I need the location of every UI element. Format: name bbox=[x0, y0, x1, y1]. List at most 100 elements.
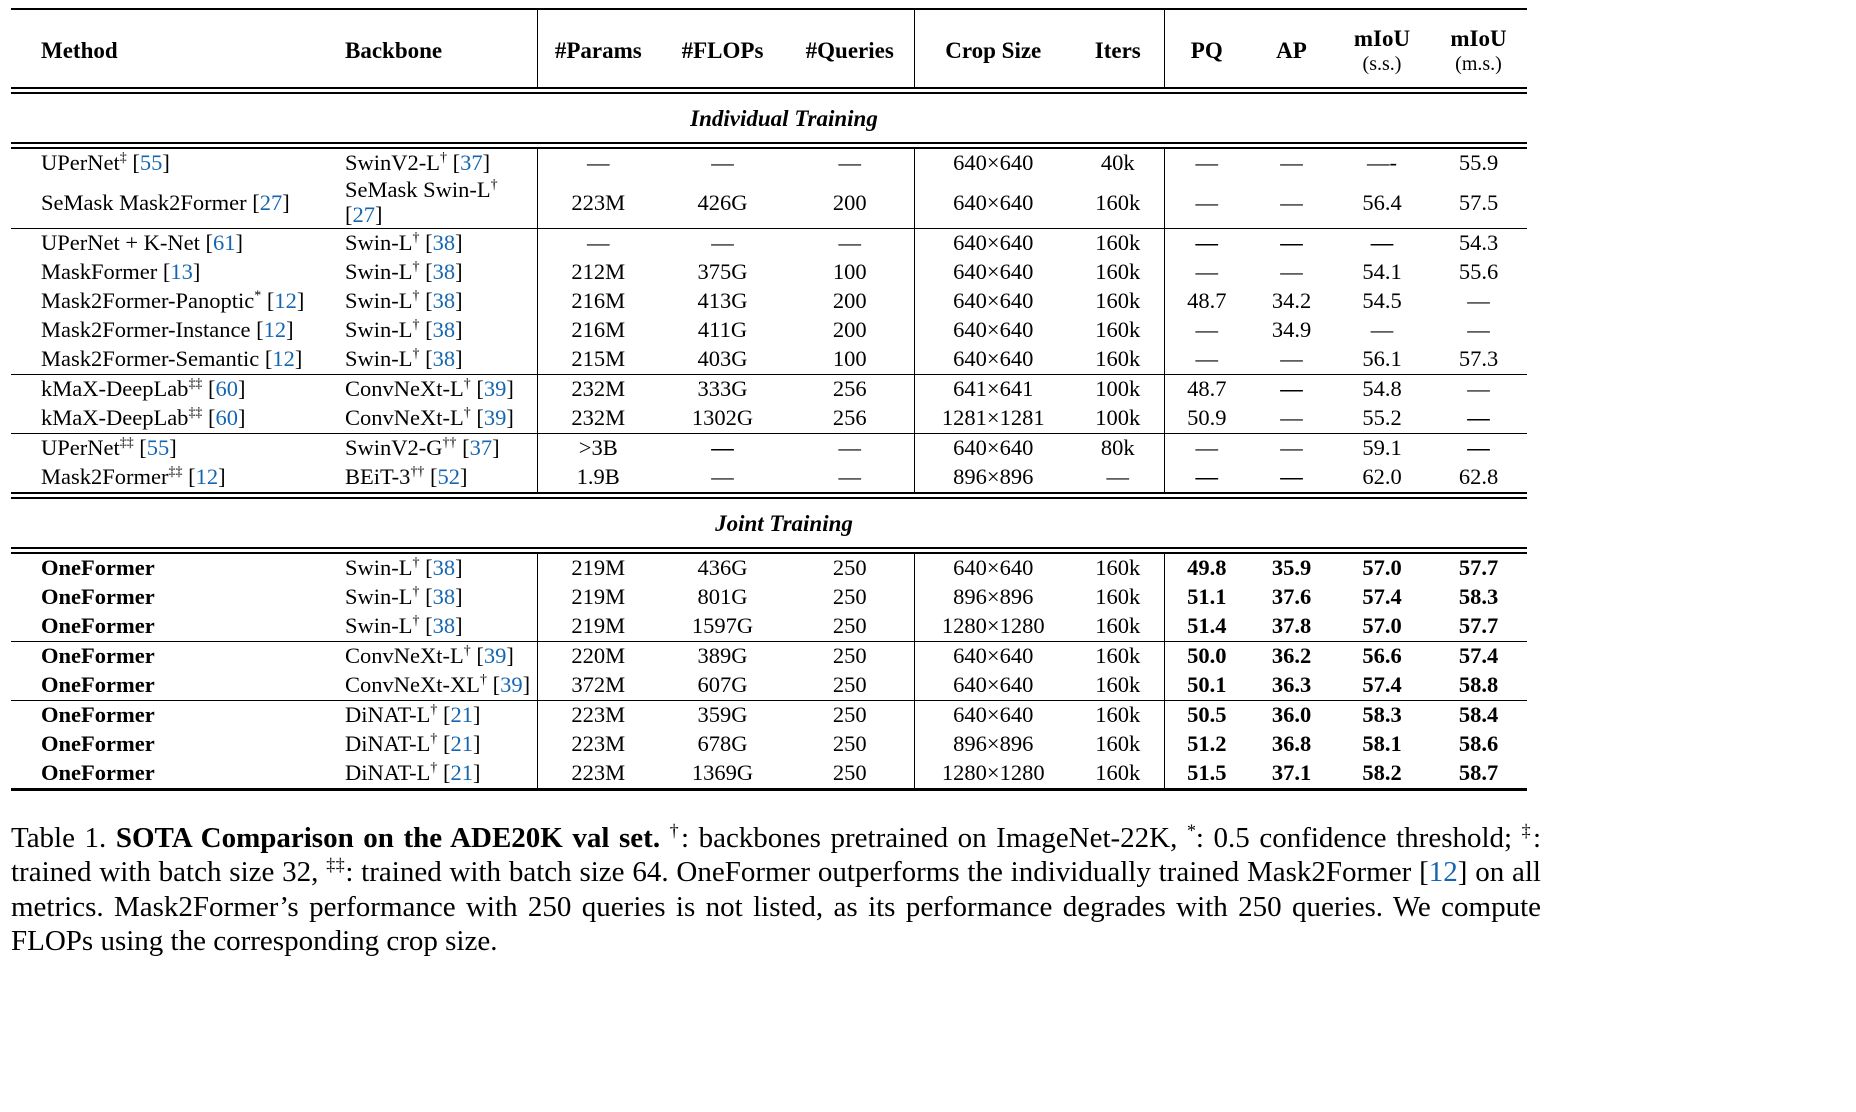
cell-miou_ms: 58.3 bbox=[1458, 583, 1499, 609]
cell-crop: 640×640 bbox=[913, 552, 1072, 583]
cell-iters: 160k bbox=[1095, 671, 1141, 697]
cell-miou_ss: —- bbox=[1367, 150, 1397, 176]
citation-link[interactable]: 38 bbox=[432, 583, 456, 609]
cell-flops: 413G bbox=[697, 287, 748, 313]
citation-link[interactable]: 12 bbox=[195, 463, 219, 489]
column-header-ap: AP bbox=[1276, 38, 1307, 63]
cell-iters: 160k bbox=[1095, 345, 1141, 371]
cell-miou_ss: 58.2 bbox=[1362, 759, 1402, 785]
citation-link[interactable]: 38 bbox=[432, 345, 456, 371]
cell-miou_ss: 55.2 bbox=[1362, 404, 1402, 430]
citation-link[interactable]: 39 bbox=[500, 671, 523, 697]
citation-link[interactable]: 38 bbox=[432, 612, 456, 638]
footnote-mark: †† bbox=[442, 435, 457, 451]
cell-iters: 160k bbox=[1095, 759, 1141, 785]
cell-miou_ms: 57.7 bbox=[1458, 612, 1499, 638]
cell-flops: — bbox=[711, 434, 734, 460]
citation-link[interactable]: 38 bbox=[432, 258, 456, 284]
citation-link[interactable]: 39 bbox=[483, 404, 507, 430]
cell-crop: 640×640 bbox=[913, 286, 1072, 316]
footnote-mark: † bbox=[412, 555, 420, 571]
table-caption: Table 1. SOTA Comparison on the ADE20K v… bbox=[11, 821, 1541, 959]
citation-link[interactable]: 13 bbox=[170, 258, 193, 284]
cell-params: 232M bbox=[536, 374, 659, 404]
citation-link[interactable]: 12 bbox=[1428, 856, 1458, 889]
cell-crop: 640×640 bbox=[913, 148, 1072, 179]
cell-queries: 100 bbox=[832, 258, 867, 284]
table-row: Mask2Former‡‡ [12] BEiT-3†† [52] 1.9B — — 896… bbox=[11, 462, 1527, 493]
cell-miou_ms: 58.4 bbox=[1458, 701, 1499, 727]
cell-flops: 359G bbox=[697, 701, 748, 727]
citation-link[interactable]: 21 bbox=[450, 730, 474, 756]
citation-link[interactable]: 38 bbox=[432, 316, 456, 342]
table-row: Mask2Former-Instance [12] Swin-L† [38] 216… bbox=[11, 315, 1527, 345]
table-row: kMaX-DeepLab‡‡ [60] ConvNeXt-L† [39] 232M 3… bbox=[11, 374, 1527, 404]
cell-iters: 160k bbox=[1095, 701, 1141, 727]
method-cell: OneFormer bbox=[11, 612, 311, 642]
citation-link[interactable]: 37 bbox=[469, 434, 493, 460]
citation-link[interactable]: 38 bbox=[432, 554, 456, 580]
cell-params: 216M bbox=[536, 315, 659, 345]
backbone-cell: BEiT-3†† [52] bbox=[345, 463, 468, 489]
cell-iters: 80k bbox=[1100, 434, 1135, 460]
caption-text: : trained with batch size 32, bbox=[11, 821, 1542, 889]
cell-miou_ms: 57.4 bbox=[1458, 642, 1499, 668]
cell-flops: 375G bbox=[697, 258, 748, 284]
citation-link[interactable]: 21 bbox=[450, 759, 474, 785]
table-row: Mask2Former-Semantic [12] Swin-L† [38] 215… bbox=[11, 344, 1527, 375]
cell-pq: 50.1 bbox=[1163, 670, 1249, 701]
citation-link[interactable]: 55 bbox=[139, 150, 163, 176]
cell-crop: 896×896 bbox=[913, 729, 1072, 759]
citation-link[interactable]: 12 bbox=[272, 345, 295, 371]
footnote-mark: † bbox=[412, 288, 420, 304]
cell-queries: 250 bbox=[832, 671, 867, 697]
footnote-mark: † bbox=[412, 259, 420, 275]
cell-crop: 640×640 bbox=[913, 433, 1072, 463]
citation-link[interactable]: 27 bbox=[352, 202, 376, 228]
citation-link[interactable]: 37 bbox=[460, 150, 483, 176]
citation-link[interactable]: 61 bbox=[213, 229, 236, 255]
backbone-cell-label: Swin-L bbox=[345, 258, 413, 284]
footnote-mark: ‡‡ bbox=[168, 464, 183, 480]
method-cell-label: OneFormer bbox=[41, 642, 155, 668]
method-cell: OneFormer bbox=[11, 583, 311, 612]
cell-ap: 34.2 bbox=[1271, 287, 1312, 313]
header-row: Method Backbone #Params #FLOPs #Queries Crop … bbox=[11, 9, 1527, 89]
cell-miou_ss: 57.4 bbox=[1362, 583, 1402, 609]
cell-iters: 160k bbox=[1095, 642, 1141, 668]
citation-link[interactable]: 21 bbox=[450, 701, 474, 727]
citation-link[interactable]: 60 bbox=[215, 375, 239, 401]
citation-link[interactable]: 55 bbox=[146, 434, 170, 460]
cell-iters: 160k bbox=[1095, 583, 1141, 609]
table-body: Individual Training UPerNet‡ [55] SwinV2-L… bbox=[11, 87, 1527, 790]
citation-link[interactable]: 12 bbox=[263, 316, 287, 342]
cell-miou_ms: 54.3 bbox=[1458, 229, 1499, 255]
cell-flops: 436G bbox=[697, 554, 748, 580]
footnote-mark: ‡‡ bbox=[326, 854, 346, 875]
cell-pq: 48.7 bbox=[1163, 286, 1249, 316]
cell-queries: 200 bbox=[832, 189, 867, 215]
citation-link[interactable]: 12 bbox=[274, 287, 297, 313]
cell-queries: 256 bbox=[832, 375, 867, 401]
citation-link[interactable]: 38 bbox=[432, 287, 456, 313]
column-header-miou_ss: mIoU (s.s.) bbox=[1334, 9, 1430, 88]
caption-text: : trained with batch size 64. OneFormer … bbox=[345, 856, 1429, 889]
cell-queries: 250 bbox=[832, 759, 867, 785]
cell-ap: 36.3 bbox=[1271, 671, 1312, 697]
citation-link[interactable]: 38 bbox=[432, 229, 456, 255]
cell-pq: — bbox=[1163, 315, 1249, 345]
cell-pq: 50.0 bbox=[1163, 641, 1249, 671]
citation-link[interactable]: 27 bbox=[259, 189, 283, 215]
cell-pq: 51.2 bbox=[1163, 729, 1249, 759]
backbone-cell: Swin-L† [38] bbox=[345, 316, 463, 342]
citation-link[interactable]: 60 bbox=[215, 404, 239, 430]
footnote-mark: † bbox=[412, 584, 420, 600]
caption-text: ] on all metrics. Mask2Former’s performa… bbox=[11, 856, 1541, 958]
citation-link[interactable]: 39 bbox=[483, 642, 507, 668]
cell-iters: 160k bbox=[1095, 554, 1141, 580]
citation-link[interactable]: 39 bbox=[483, 375, 507, 401]
cell-iters: 160k bbox=[1095, 730, 1141, 756]
cell-params: 223M bbox=[536, 700, 659, 730]
double-rule bbox=[11, 546, 1527, 554]
citation-link[interactable]: 52 bbox=[437, 463, 461, 489]
